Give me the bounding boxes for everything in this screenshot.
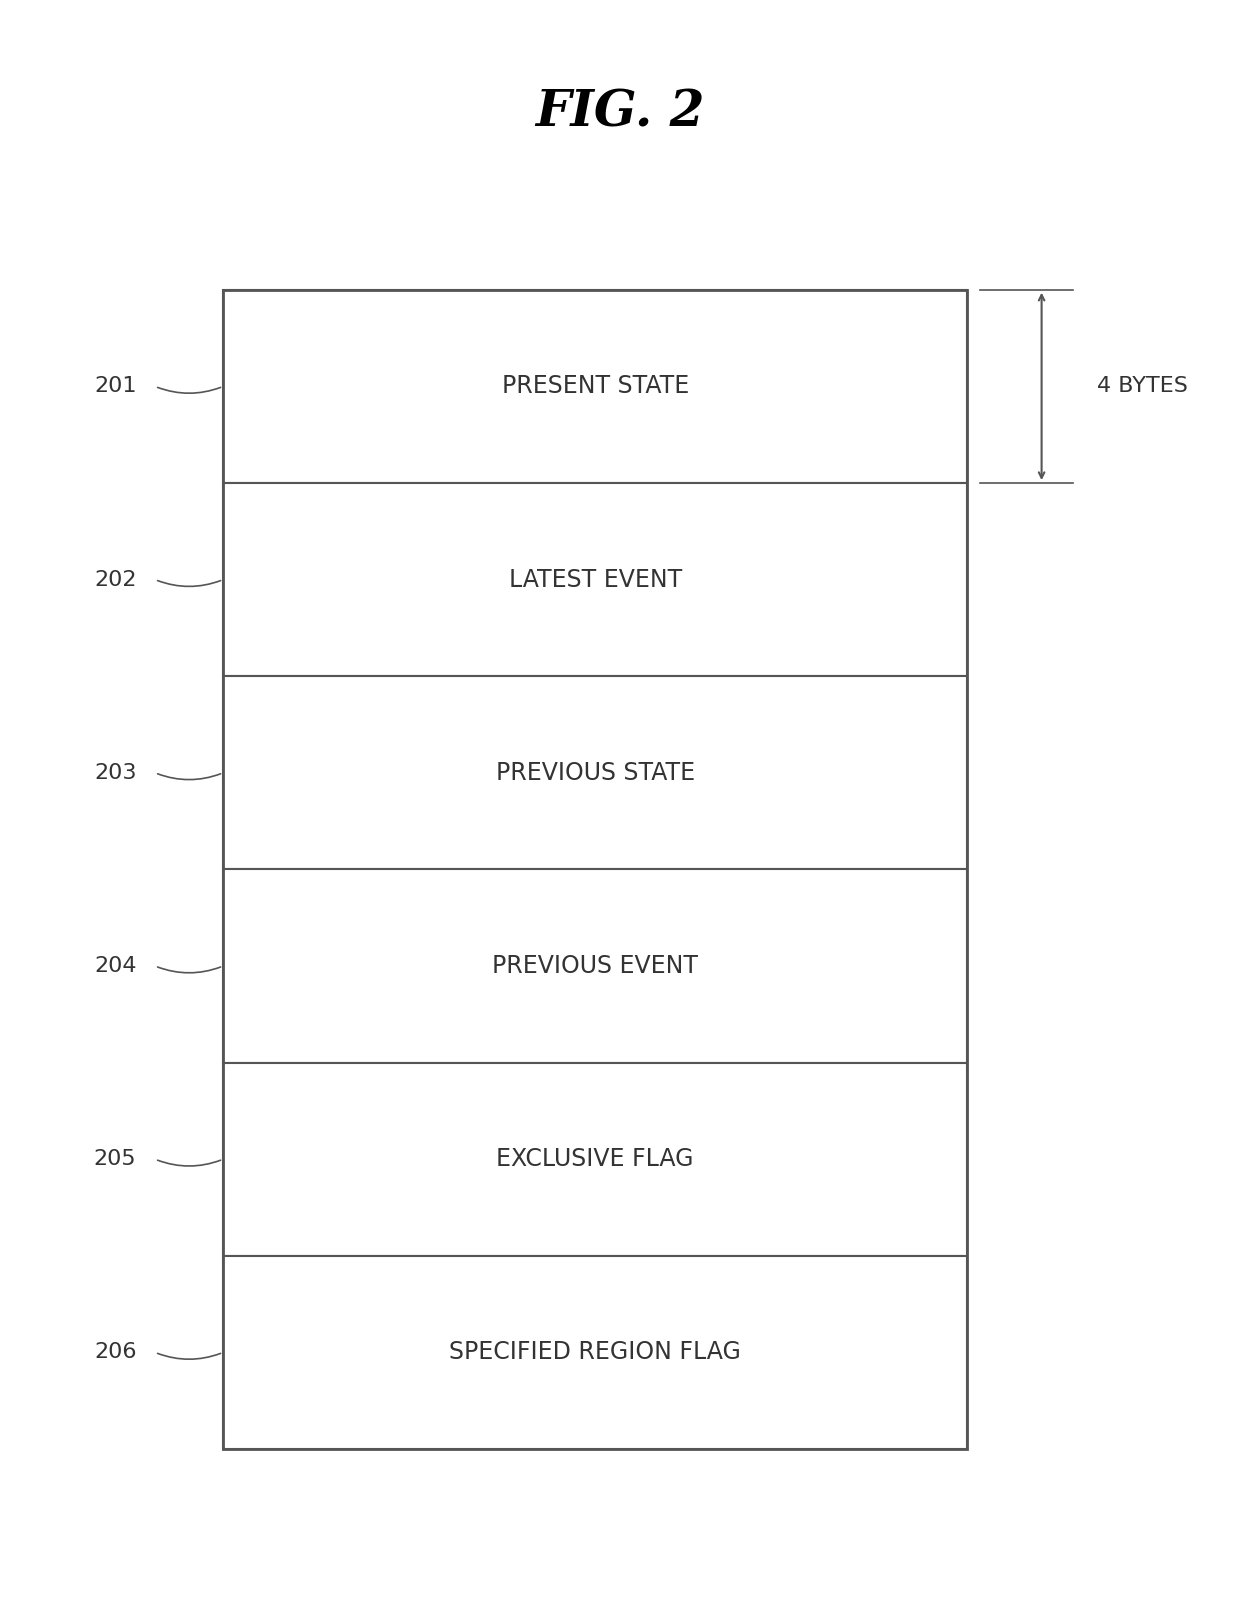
Text: EXCLUSIVE FLAG: EXCLUSIVE FLAG — [496, 1148, 694, 1170]
Text: 201: 201 — [94, 377, 136, 396]
FancyBboxPatch shape — [223, 1063, 967, 1256]
FancyBboxPatch shape — [223, 676, 967, 869]
Text: 205: 205 — [94, 1150, 136, 1169]
Text: PRESENT STATE: PRESENT STATE — [501, 375, 689, 398]
Text: PREVIOUS STATE: PREVIOUS STATE — [496, 762, 694, 784]
FancyBboxPatch shape — [223, 869, 967, 1063]
Text: LATEST EVENT: LATEST EVENT — [508, 568, 682, 591]
Text: 204: 204 — [94, 956, 136, 976]
Text: 202: 202 — [94, 570, 136, 589]
FancyBboxPatch shape — [223, 483, 967, 676]
Text: FIG. 2: FIG. 2 — [536, 89, 704, 137]
FancyBboxPatch shape — [223, 290, 967, 483]
Text: PREVIOUS EVENT: PREVIOUS EVENT — [492, 955, 698, 977]
Text: 4 BYTES: 4 BYTES — [1097, 377, 1188, 396]
FancyBboxPatch shape — [223, 1256, 967, 1449]
Text: SPECIFIED REGION FLAG: SPECIFIED REGION FLAG — [449, 1341, 742, 1364]
Text: 203: 203 — [94, 763, 136, 782]
Text: 206: 206 — [94, 1343, 136, 1362]
